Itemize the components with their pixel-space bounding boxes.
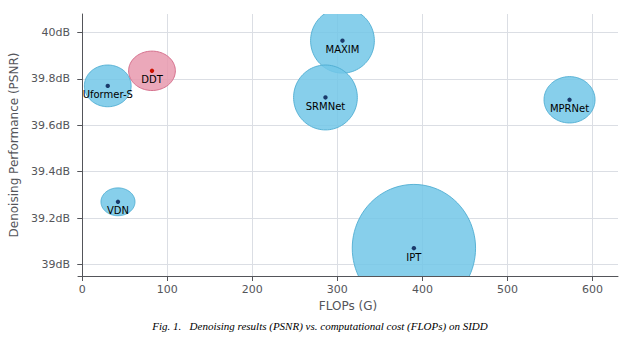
svg-text:DDT: DDT xyxy=(141,74,163,85)
svg-text:39.6dB: 39.6dB xyxy=(31,119,70,132)
svg-text:Denoising Performance (PSNR): Denoising Performance (PSNR) xyxy=(7,53,21,238)
svg-text:39dB: 39dB xyxy=(41,258,70,271)
svg-text:MAXIM: MAXIM xyxy=(326,44,360,55)
svg-text:39.4dB: 39.4dB xyxy=(31,165,70,178)
svg-text:IPT: IPT xyxy=(406,252,422,263)
svg-text:VDN: VDN xyxy=(107,205,129,216)
svg-text:MPRNet: MPRNet xyxy=(550,103,589,114)
svg-text:Fig. 1. Denoising results (P: Fig. 1. Denoising results (PSNR) vs. com… xyxy=(151,320,487,333)
svg-text:Uformer-S: Uformer-S xyxy=(83,89,133,100)
svg-text:400: 400 xyxy=(412,283,433,296)
svg-text:39.8dB: 39.8dB xyxy=(31,72,70,85)
svg-text:40dB: 40dB xyxy=(41,26,70,39)
svg-text:500: 500 xyxy=(497,283,518,296)
svg-text:200: 200 xyxy=(242,283,263,296)
svg-text:100: 100 xyxy=(157,283,178,296)
svg-text:SRMNet: SRMNet xyxy=(306,101,346,112)
svg-text:39.2dB: 39.2dB xyxy=(31,212,70,225)
svg-text:600: 600 xyxy=(582,283,603,296)
svg-text:0: 0 xyxy=(79,283,86,296)
svg-text:300: 300 xyxy=(327,283,348,296)
svg-text:FLOPs (G): FLOPs (G) xyxy=(319,299,377,313)
